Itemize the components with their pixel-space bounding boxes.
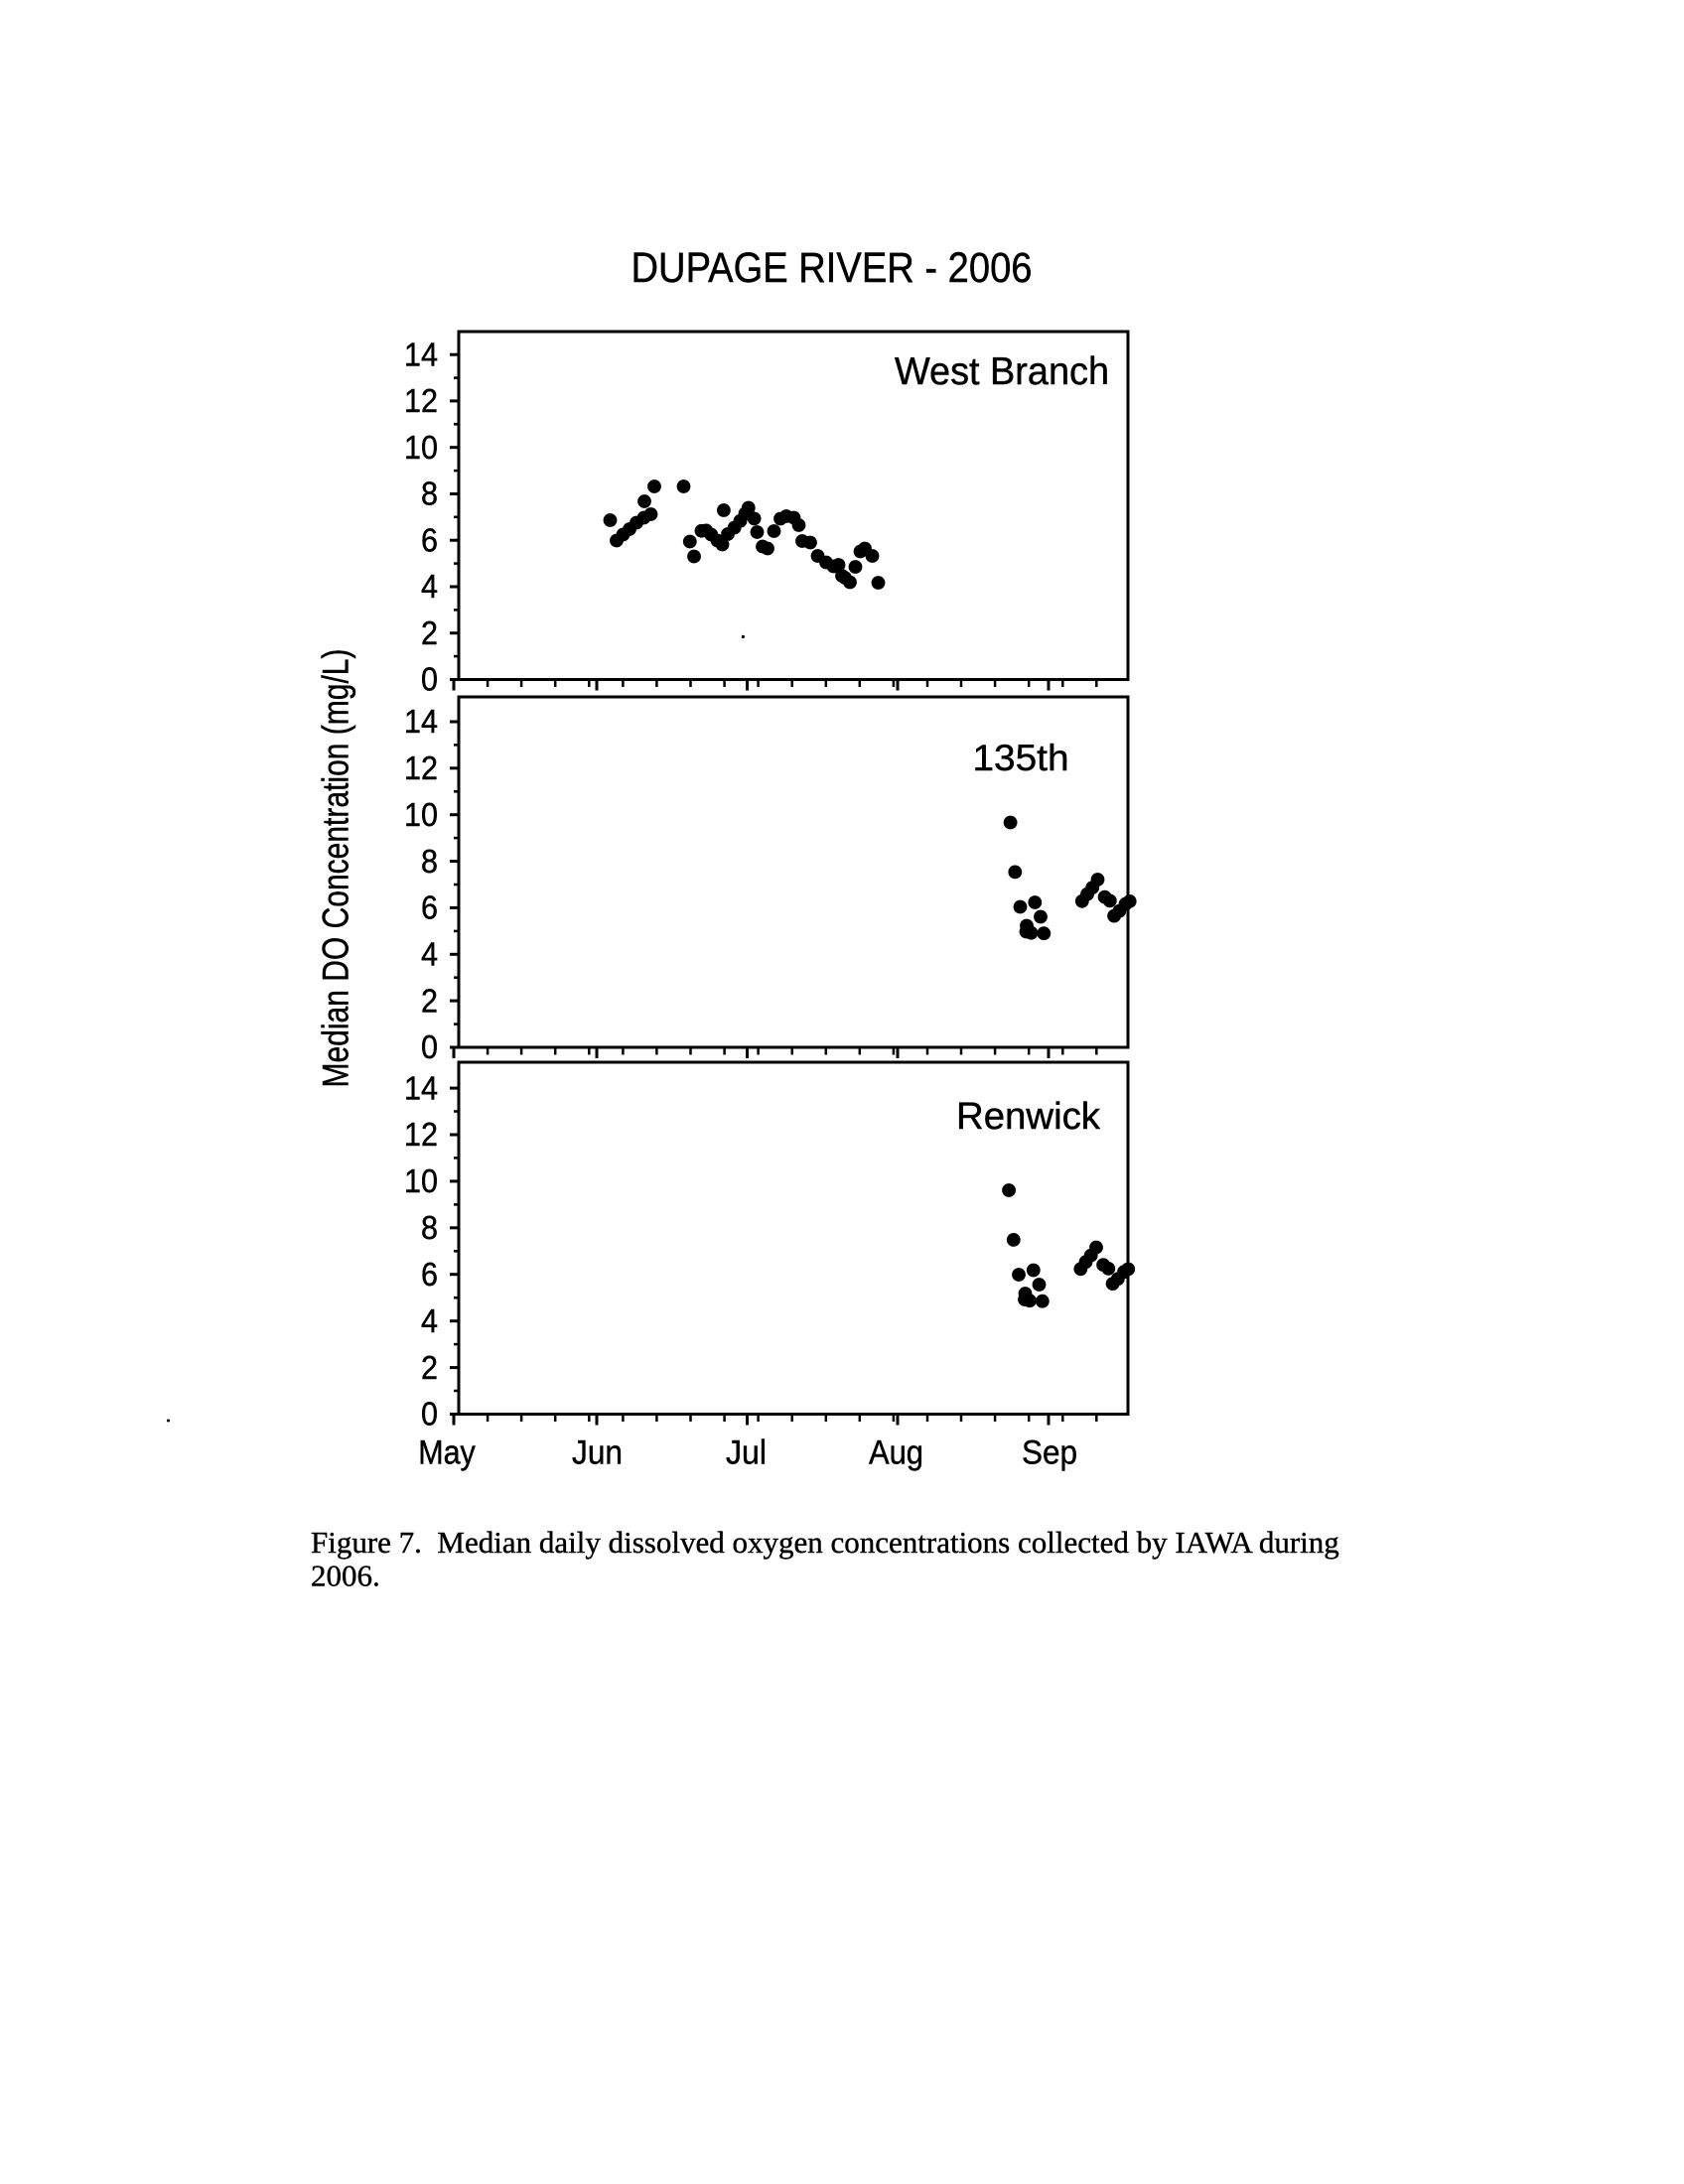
svg-text:8: 8 [421, 843, 438, 880]
svg-text:Sep: Sep [1022, 1434, 1077, 1472]
svg-text:4: 4 [421, 936, 438, 973]
svg-text:6: 6 [421, 889, 438, 926]
svg-text:10: 10 [404, 429, 438, 466]
svg-text:0: 0 [421, 1396, 438, 1433]
svg-text:2: 2 [421, 1349, 438, 1386]
svg-text:May: May [418, 1434, 476, 1472]
svg-text:12: 12 [404, 1116, 438, 1153]
svg-text:14: 14 [404, 703, 438, 740]
svg-text:14: 14 [404, 336, 438, 372]
svg-text:4: 4 [421, 568, 438, 605]
svg-text:6: 6 [421, 1256, 438, 1293]
svg-text:4: 4 [421, 1302, 438, 1339]
svg-text:Renwick: Renwick [956, 1096, 1101, 1138]
svg-text:12: 12 [404, 382, 438, 419]
svg-text:West Branch: West Branch [895, 350, 1109, 393]
svg-text:8: 8 [421, 476, 438, 512]
svg-text:10: 10 [404, 796, 438, 833]
svg-text:6: 6 [421, 521, 438, 558]
svg-text:Median DO Concentration (mg/L): Median DO Concentration (mg/L) [316, 649, 356, 1088]
svg-text:12: 12 [404, 750, 438, 786]
svg-text:Aug: Aug [869, 1434, 923, 1472]
svg-text:2006.: 2006. [311, 1559, 380, 1593]
svg-text:8: 8 [421, 1209, 438, 1246]
svg-text:135th: 135th [973, 737, 1069, 778]
svg-text:0: 0 [421, 1028, 438, 1065]
svg-text:Figure 7. Median daily dissol: Figure 7. Median daily dissolved oxygen … [311, 1525, 1339, 1560]
svg-text:14: 14 [404, 1069, 438, 1106]
svg-text:2: 2 [421, 982, 438, 1019]
svg-text:Jun: Jun [572, 1434, 623, 1472]
svg-text:DUPAGE RIVER - 2006: DUPAGE RIVER - 2006 [632, 244, 1033, 292]
svg-text:0: 0 [421, 661, 438, 698]
svg-text:Jul: Jul [726, 1434, 767, 1472]
svg-text:2: 2 [421, 614, 438, 651]
svg-text:10: 10 [404, 1162, 438, 1199]
